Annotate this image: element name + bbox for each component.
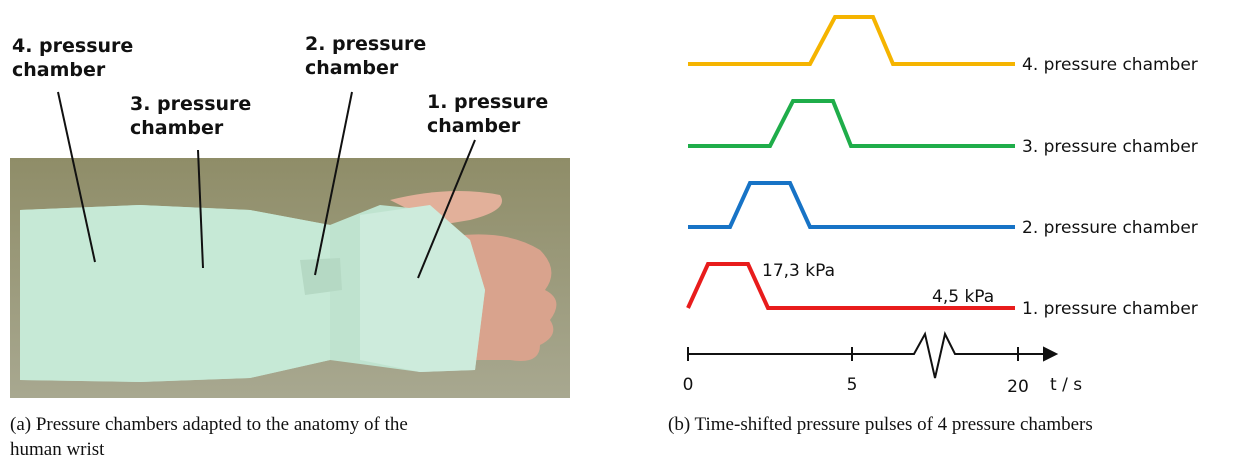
pulse-label: 4. pressure chamber <box>1022 55 1198 75</box>
tick-label: 0 <box>683 375 694 395</box>
value-label: 17,3 kPa <box>762 261 835 281</box>
time-axis <box>688 334 1056 378</box>
photo <box>10 158 570 398</box>
pulses <box>688 17 1015 308</box>
pulse-label: 3. pressure chamber <box>1022 137 1198 157</box>
value-label: 4,5 kPa <box>932 287 994 307</box>
pulse-label: 2. pressure chamber <box>1022 218 1198 238</box>
pulse-label: 1. pressure chamber <box>1022 299 1198 319</box>
caption: (b) Time-shifted pressure pulses of 4 pr… <box>668 412 1108 437</box>
tick-label: 20 <box>1007 377 1029 397</box>
axis-label: t / s <box>1050 375 1082 395</box>
figure: 4. pressurechamber 3. pressurechamber 2.… <box>0 0 1249 471</box>
caption: (a) Pressure chambers adapted to the ana… <box>10 412 450 462</box>
tick-label: 5 <box>847 375 858 395</box>
